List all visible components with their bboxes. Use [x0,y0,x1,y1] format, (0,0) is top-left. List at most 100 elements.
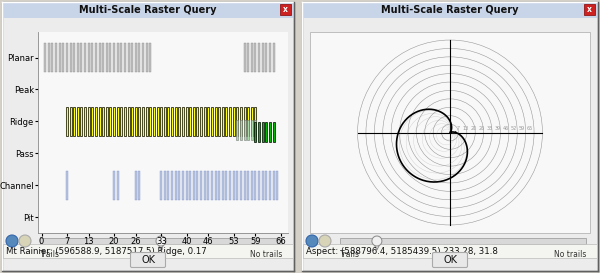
Bar [211,171,213,200]
Bar [262,122,263,142]
Bar [247,120,249,141]
Text: x: x [283,5,288,14]
Bar [131,43,133,72]
Bar [200,171,202,200]
Bar [66,171,68,200]
Bar [254,43,256,72]
Bar [121,107,122,136]
Text: No trails: No trails [554,250,586,259]
Bar [95,107,97,136]
Circle shape [306,235,318,247]
Text: Trails: Trails [40,250,60,259]
Bar [157,107,158,136]
Bar [164,107,166,136]
Bar [215,107,217,136]
Bar [80,43,82,72]
Bar [66,43,68,72]
Bar [233,107,235,136]
Bar [218,171,220,200]
Bar [160,107,162,136]
Bar [135,107,137,136]
Bar [215,171,217,200]
Polygon shape [158,244,164,250]
Bar [229,171,231,200]
Bar [207,171,209,200]
Bar [265,43,267,72]
Bar [113,107,115,136]
Text: Mt Rainier: (596588.9, 5187517.5) Ridge, 0.17: Mt Rainier: (596588.9, 5187517.5) Ridge,… [6,247,207,256]
Bar [160,171,162,200]
Bar [121,43,122,72]
Bar [302,2,598,271]
Bar [226,107,227,136]
Bar [218,107,220,136]
Bar [185,107,188,136]
Bar [70,43,71,72]
Bar [102,43,104,72]
Text: Multi-Scale Raster Query: Multi-Scale Raster Query [79,5,217,15]
Bar [178,107,181,136]
Bar [280,4,291,15]
Bar [48,43,50,72]
Bar [113,171,115,200]
Circle shape [19,235,31,247]
FancyBboxPatch shape [433,253,467,268]
Bar [95,43,97,72]
Bar [146,107,148,136]
Bar [251,43,253,72]
Bar [203,171,206,200]
Text: Multi-Scale Raster Query: Multi-Scale Raster Query [381,5,519,15]
Bar [247,107,249,136]
Bar [240,120,242,141]
Bar [73,107,75,136]
Bar [584,4,595,15]
Bar [262,43,263,72]
Bar [254,120,256,141]
Bar [128,107,130,136]
Bar [142,43,144,72]
Text: 26: 26 [479,126,485,132]
Bar [84,107,86,136]
Bar [222,171,224,200]
Bar [153,107,155,136]
Bar [244,120,245,141]
Bar [142,107,144,136]
Bar [40,238,282,244]
Bar [269,171,271,200]
Bar [269,43,271,72]
Bar [196,171,199,200]
Bar [135,171,137,200]
Bar [258,171,260,200]
Bar [139,107,140,136]
Bar [262,171,263,200]
Bar [272,171,275,200]
Bar [258,43,260,72]
Bar [171,107,173,136]
Bar [77,107,79,136]
Bar [244,43,245,72]
Bar [59,43,61,72]
Bar [149,107,151,136]
Bar [310,32,590,233]
Polygon shape [156,236,166,246]
Bar [265,122,267,142]
Bar [254,122,256,142]
Bar [91,107,94,136]
Bar [272,122,275,142]
Bar [44,43,46,72]
Bar [131,107,133,136]
Text: 39: 39 [495,126,501,132]
Bar [269,122,271,142]
Bar [124,43,126,72]
Text: Trails: Trails [340,250,360,259]
Bar [236,107,238,136]
Text: 7: 7 [457,126,460,132]
Text: 20: 20 [471,126,477,132]
Bar [272,43,275,72]
Text: No trails: No trails [250,250,282,259]
Bar [98,107,101,136]
Bar [185,171,188,200]
Text: x: x [587,5,592,14]
Bar [196,107,199,136]
Bar [149,43,151,72]
